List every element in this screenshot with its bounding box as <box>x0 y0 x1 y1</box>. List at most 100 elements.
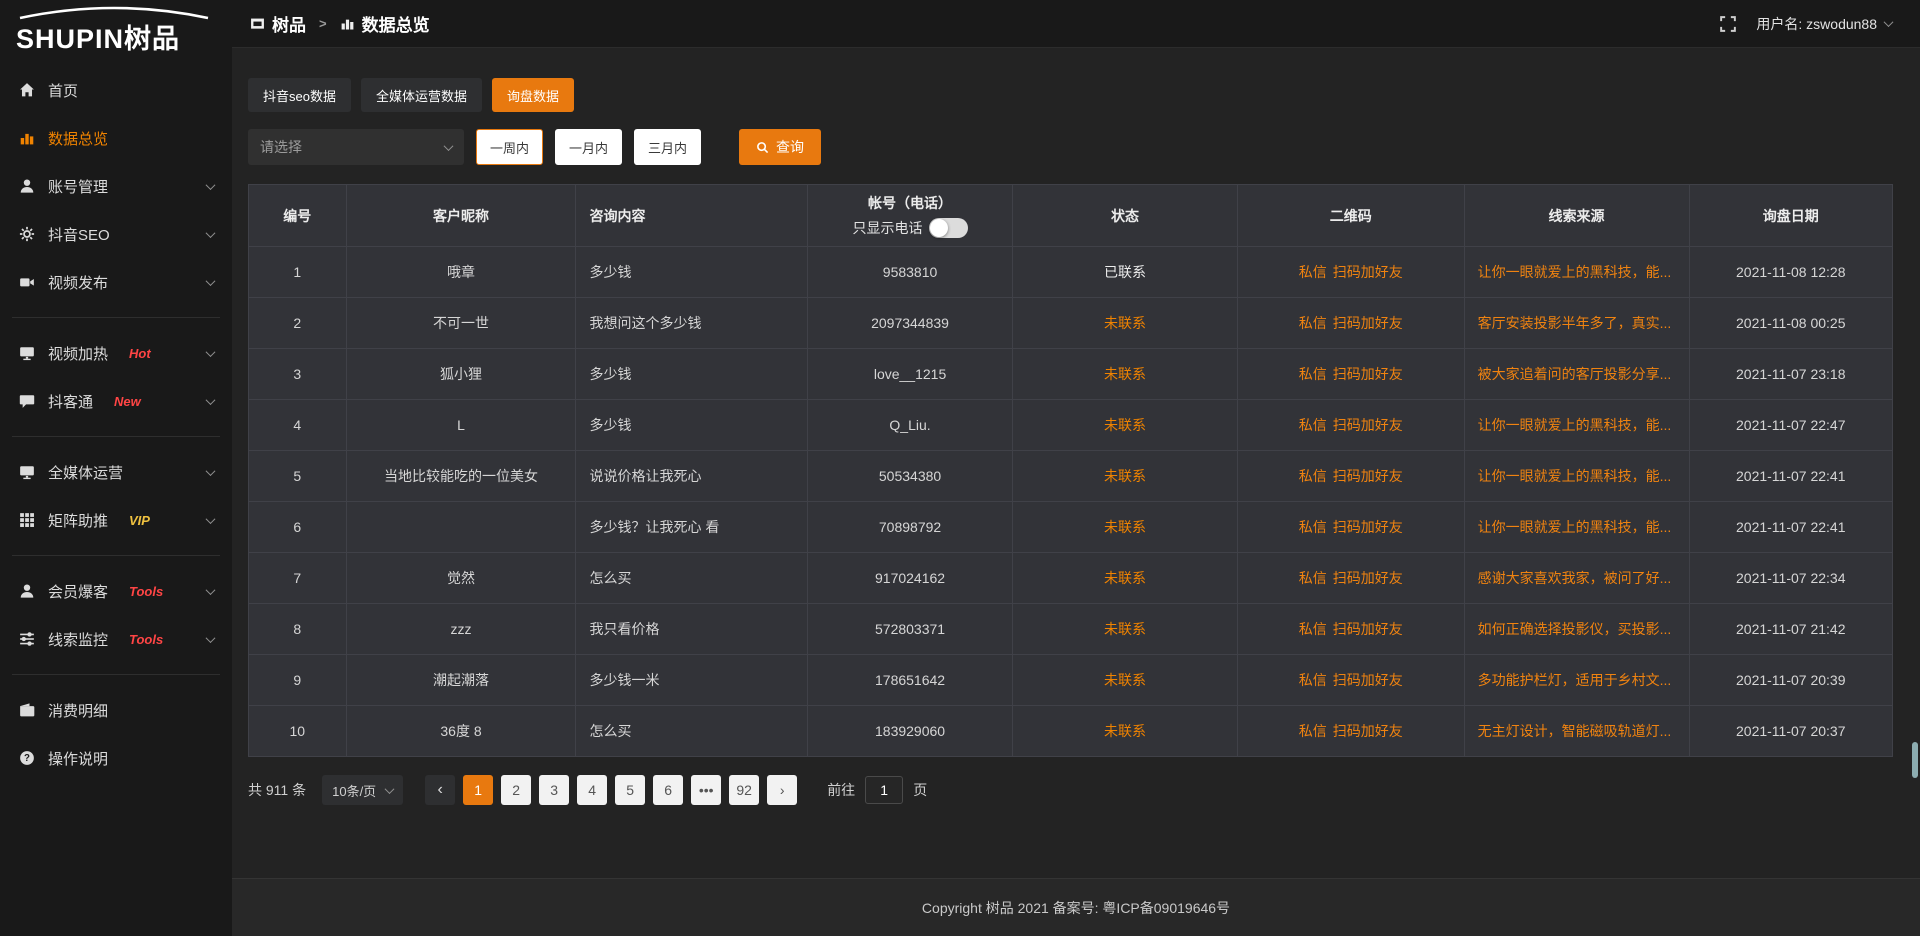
qr-private-message-link[interactable]: 私信 <box>1298 519 1327 535</box>
goto-page-group: 前往 页 <box>827 776 927 804</box>
page-button-92[interactable]: 92 <box>729 775 760 805</box>
goto-label: 前往 <box>827 782 856 798</box>
cell-serial: 4 <box>248 399 347 451</box>
fullscreen-icon[interactable] <box>1720 15 1737 32</box>
qr-scan-add-friend-link[interactable]: 扫码加好友 <box>1332 672 1403 688</box>
source-link[interactable]: 让你一眼就爱上的黑科技，能... <box>1477 264 1672 280</box>
source-link[interactable]: 让你一眼就爱上的黑科技，能... <box>1477 519 1672 535</box>
source-link[interactable]: 客厅安装投影半年多了，真实... <box>1477 315 1672 331</box>
tab-2[interactable]: 询盘数据 <box>491 78 574 112</box>
qr-scan-add-friend-link[interactable]: 扫码加好友 <box>1332 621 1403 637</box>
source-link[interactable]: 多功能护栏灯，适用于乡村文... <box>1477 672 1672 688</box>
period-button-2[interactable]: 三月内 <box>634 129 702 165</box>
status-text: 未联系 <box>1104 519 1147 535</box>
source-link[interactable]: 如何正确选择投影仪，买投影... <box>1477 621 1672 637</box>
source-link[interactable]: 让你一眼就爱上的黑科技，能... <box>1477 417 1672 433</box>
user-icon <box>18 178 35 195</box>
source-link[interactable]: 感谢大家喜欢我家，被问了好... <box>1477 570 1672 586</box>
source-link[interactable]: 无主灯设计，智能磁吸轨道灯... <box>1477 723 1672 739</box>
phone-only-toggle[interactable] <box>928 218 968 238</box>
qr-private-message-link[interactable]: 私信 <box>1298 621 1327 637</box>
page-button-1[interactable]: 1 <box>463 775 494 805</box>
page-size-select[interactable]: 10条/页 <box>322 775 404 805</box>
sidebar-item-8[interactable]: 矩阵助推 VIP <box>0 496 232 544</box>
page-button-2[interactable]: 2 <box>501 775 532 805</box>
filter-select[interactable]: 请选择 <box>248 129 464 165</box>
table-row-3: 3 狐小狸 多少钱 love__1215 未联系 私信 扫码加好友 被大家追着问的客厅投影分享… <box>248 348 1893 400</box>
source-link[interactable]: 被大家追着问的客厅投影分享... <box>1477 366 1672 382</box>
sidebar-item-9[interactable]: 会员爆客 Tools <box>0 567 232 615</box>
scrollbar-thumb[interactable] <box>1912 742 1918 778</box>
col-header-account-label: 帐号（电话） <box>868 195 953 211</box>
cell-qrcode: 私信 扫码加好友 <box>1237 399 1465 451</box>
qr-private-message-link[interactable]: 私信 <box>1298 468 1327 484</box>
sidebar-item-3[interactable]: 抖音SEO <box>0 210 232 258</box>
cell-account: 9583810 <box>806 246 1014 298</box>
sidebar-item-0[interactable]: 首页 <box>0 66 232 114</box>
sidebar-item-10[interactable]: 线索监控 Tools <box>0 615 232 663</box>
sidebar-item-2[interactable]: 账号管理 <box>0 162 232 210</box>
page-button-3[interactable]: 3 <box>539 775 570 805</box>
page-button-6[interactable]: 6 <box>653 775 684 805</box>
user-menu[interactable]: 用户名: zswodun88 <box>1756 14 1894 34</box>
logo: SHUPIN树品 <box>0 0 232 64</box>
next-page-button[interactable]: › <box>767 775 798 805</box>
page-ellipsis-button[interactable]: ••• <box>691 775 722 805</box>
tab-1[interactable]: 全媒体运营数据 <box>360 78 482 112</box>
cell-serial: 7 <box>248 552 347 604</box>
logo-text: SHUPIN树品 <box>16 24 181 54</box>
sidebar-item-12[interactable]: ? 操作说明 <box>0 734 232 782</box>
qr-scan-add-friend-link[interactable]: 扫码加好友 <box>1332 519 1403 535</box>
cell-status: 未联系 <box>1012 297 1238 349</box>
breadcrumb: 树品 > 数据总览 <box>250 11 430 36</box>
page-button-4[interactable]: 4 <box>577 775 608 805</box>
query-button-label: 查询 <box>776 139 805 155</box>
cell-qrcode: 私信 扫码加好友 <box>1237 654 1465 706</box>
chat-icon <box>18 393 35 410</box>
cell-source: 客厅安装投影半年多了，真实... <box>1463 297 1690 349</box>
sidebar-item-4[interactable]: 视频发布 <box>0 258 232 306</box>
sidebar-item-7[interactable]: 全媒体运营 <box>0 448 232 496</box>
table-row-7: 7 觉然 怎么买 917024162 未联系 私信 扫码加好友 感谢大家喜欢我家，被问了好..… <box>248 552 1893 604</box>
cell-nickname: 狐小狸 <box>345 348 577 400</box>
qr-private-message-link[interactable]: 私信 <box>1298 366 1327 382</box>
cell-account: 917024162 <box>806 552 1014 604</box>
qr-private-message-link[interactable]: 私信 <box>1298 723 1327 739</box>
source-link[interactable]: 让你一眼就爱上的黑科技，能... <box>1477 468 1672 484</box>
wallet-icon <box>18 702 35 719</box>
sidebar-item-label: 操作说明 <box>48 750 109 768</box>
cell-content: 多少钱 <box>575 399 808 451</box>
qr-scan-add-friend-link[interactable]: 扫码加好友 <box>1332 315 1403 331</box>
status-text: 未联系 <box>1104 570 1147 586</box>
qr-scan-add-friend-link[interactable]: 扫码加好友 <box>1332 366 1403 382</box>
breadcrumb-separator: > <box>319 16 327 31</box>
qr-scan-add-friend-link[interactable]: 扫码加好友 <box>1332 417 1403 433</box>
page-button-5[interactable]: 5 <box>615 775 646 805</box>
tab-0[interactable]: 抖音seo数据 <box>248 78 351 112</box>
col-header-nickname: 客户昵称 <box>345 184 577 247</box>
sidebar-item-11[interactable]: 消费明细 <box>0 686 232 734</box>
goto-page-input[interactable] <box>865 776 904 804</box>
qr-private-message-link[interactable]: 私信 <box>1298 315 1327 331</box>
qr-scan-add-friend-link[interactable]: 扫码加好友 <box>1332 570 1403 586</box>
prev-page-button[interactable]: ‹ <box>425 775 456 805</box>
qr-private-message-link[interactable]: 私信 <box>1298 417 1327 433</box>
chevron-down-icon <box>205 632 216 643</box>
qr-private-message-link[interactable]: 私信 <box>1298 672 1327 688</box>
sidebar-badge: Hot <box>129 345 151 361</box>
sidebar-item-5[interactable]: 视频加热 Hot <box>0 329 232 377</box>
sidebar-item-1[interactable]: 数据总览 <box>0 114 232 162</box>
sidebar-item-6[interactable]: 抖客通 New <box>0 377 232 425</box>
period-button-0[interactable]: 一周内 <box>476 129 544 165</box>
breadcrumb-item-0[interactable]: 树品 <box>250 11 306 36</box>
sidebar-item-label: 首页 <box>48 82 79 100</box>
goto-suffix-label: 页 <box>913 782 928 798</box>
qr-scan-add-friend-link[interactable]: 扫码加好友 <box>1332 723 1403 739</box>
qr-scan-add-friend-link[interactable]: 扫码加好友 <box>1332 264 1403 280</box>
query-button[interactable]: 查询 <box>739 129 822 165</box>
qr-private-message-link[interactable]: 私信 <box>1298 264 1327 280</box>
period-button-1[interactable]: 一月内 <box>555 129 623 165</box>
breadcrumb-item-1[interactable]: 数据总览 <box>340 11 430 36</box>
qr-private-message-link[interactable]: 私信 <box>1298 570 1327 586</box>
qr-scan-add-friend-link[interactable]: 扫码加好友 <box>1332 468 1403 484</box>
